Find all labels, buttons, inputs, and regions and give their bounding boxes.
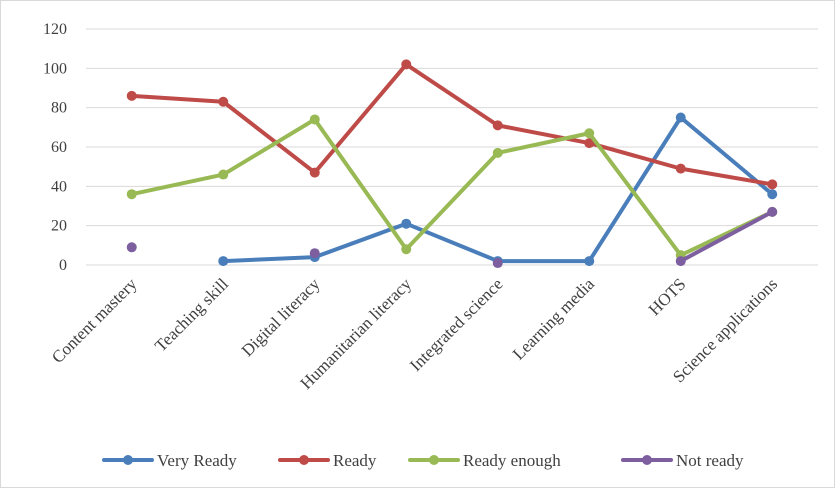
series-line xyxy=(129,117,775,258)
data-point xyxy=(767,179,778,190)
data-point xyxy=(584,138,595,149)
series-very-ready xyxy=(218,112,778,267)
data-point xyxy=(218,169,229,180)
x-tick-label: Learning media xyxy=(509,274,599,364)
x-tick-label: Teaching skill xyxy=(151,274,232,355)
series-line xyxy=(221,115,775,264)
legend-label: Ready xyxy=(333,451,377,470)
x-axis-ticks: Content mastery Teaching skill Digital lit… xyxy=(48,274,781,393)
data-point xyxy=(401,218,412,229)
data-point xyxy=(218,256,229,267)
y-tick-label: 40 xyxy=(51,178,67,195)
legend-item: Very Ready xyxy=(102,451,237,470)
series-ready-enough xyxy=(126,114,778,261)
x-tick-label: Integrated science xyxy=(406,274,507,375)
legend-item: Ready xyxy=(278,451,377,470)
data-point xyxy=(675,163,686,174)
data-point xyxy=(492,258,503,269)
data-point xyxy=(675,256,686,267)
y-tick-label: 60 xyxy=(51,139,67,156)
data-point xyxy=(675,112,686,123)
data-point xyxy=(584,256,595,267)
legend-item: Ready enough xyxy=(408,451,561,470)
x-tick-label: Content mastery xyxy=(48,274,141,367)
series-not-ready xyxy=(126,206,778,269)
series-lines xyxy=(126,59,778,269)
data-point xyxy=(218,96,229,107)
data-point xyxy=(126,242,137,253)
legend-label: Ready enough xyxy=(463,451,561,470)
legend-label: Very Ready xyxy=(157,451,237,470)
data-point xyxy=(492,147,503,158)
legend-swatch-marker xyxy=(299,455,309,465)
y-tick-label: 80 xyxy=(51,100,67,117)
legend: Very Ready Ready Ready enough Not ready xyxy=(102,451,744,470)
data-point xyxy=(309,114,320,125)
data-point xyxy=(401,59,412,70)
y-axis-ticks: 0 20 40 60 80 100 120 xyxy=(43,21,67,274)
series-line xyxy=(678,209,775,264)
series-line xyxy=(129,62,775,187)
y-tick-label: 120 xyxy=(43,21,67,38)
y-tick-label: 20 xyxy=(51,218,67,235)
data-point xyxy=(401,244,412,255)
x-tick-label: Digital literacy xyxy=(238,274,324,360)
y-tick-label: 100 xyxy=(43,60,67,77)
data-point xyxy=(767,189,778,200)
data-point xyxy=(492,120,503,131)
data-point xyxy=(126,90,137,101)
legend-label: Not ready xyxy=(676,451,744,470)
gridlines xyxy=(86,28,818,266)
data-point xyxy=(584,128,595,139)
legend-swatch-marker xyxy=(642,455,652,465)
data-point xyxy=(126,189,137,200)
data-point xyxy=(309,248,320,259)
data-point xyxy=(767,206,778,217)
series-ready xyxy=(126,59,778,190)
y-tick-label: 0 xyxy=(59,257,67,274)
x-tick-label: HOTS xyxy=(645,274,690,319)
legend-swatch-marker xyxy=(123,455,133,465)
legend-item: Not ready xyxy=(621,451,744,470)
legend-swatch-marker xyxy=(429,455,439,465)
data-point xyxy=(309,167,320,178)
